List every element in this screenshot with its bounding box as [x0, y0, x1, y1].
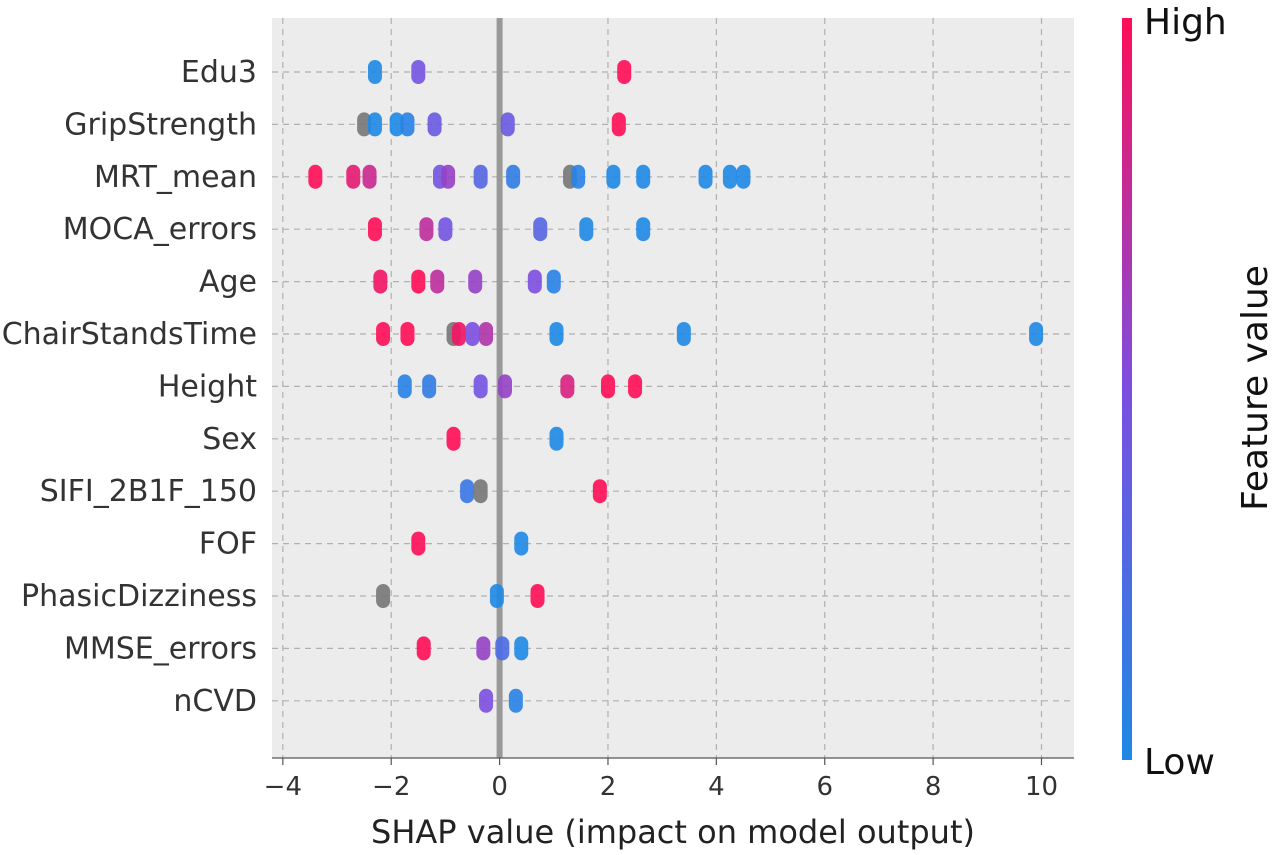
colorbar-high-label: High — [1144, 2, 1227, 43]
shap-point — [441, 164, 456, 189]
shap-point — [346, 164, 361, 189]
shap-point — [600, 374, 615, 399]
shap-point — [533, 217, 548, 242]
colorbar — [1122, 18, 1132, 760]
shap-point — [611, 112, 626, 137]
x-tick-label: 0 — [491, 772, 508, 802]
shap-point — [698, 164, 713, 189]
shap-point — [489, 584, 504, 608]
shap-point — [508, 688, 523, 713]
shap-point — [367, 60, 382, 84]
shap-point — [357, 112, 372, 137]
shap-point — [473, 479, 488, 504]
feature-label: MOCA_errors — [63, 212, 257, 247]
shap-point — [416, 636, 431, 661]
shap-point — [560, 374, 575, 399]
shap-point — [500, 112, 515, 137]
shap-point — [498, 374, 513, 399]
x-tick-label: −4 — [264, 772, 302, 802]
shap-point — [676, 322, 691, 346]
shap-point — [473, 164, 488, 189]
shap-point — [400, 322, 415, 346]
shap-point — [411, 269, 426, 294]
colorbar-low-label: Low — [1144, 742, 1215, 783]
shap-point — [617, 60, 632, 84]
shap-point — [549, 322, 564, 346]
shap-point — [592, 479, 607, 504]
shap-point — [411, 531, 426, 556]
shap-point — [549, 426, 564, 451]
shap-point — [430, 269, 445, 294]
x-axis-label: SHAP value (impact on model output) — [371, 813, 975, 851]
x-tick-label: 6 — [816, 772, 833, 802]
shap-points — [308, 60, 1044, 713]
shap-point — [722, 164, 737, 189]
x-tick-label: −2 — [372, 772, 410, 802]
shap-point — [373, 269, 388, 294]
feature-label: Sex — [202, 422, 257, 457]
feature-label: MMSE_errors — [64, 631, 257, 666]
shap-point — [473, 374, 488, 399]
shap-point — [606, 164, 621, 189]
feature-label: ChairStandsTime — [2, 317, 257, 352]
shap-point — [367, 217, 382, 242]
x-tick-label: 10 — [1025, 772, 1058, 802]
shap-point — [628, 374, 643, 399]
feature-label: Edu3 — [181, 55, 257, 90]
x-tick-label: 8 — [925, 772, 942, 802]
shap-point — [427, 112, 442, 137]
shap-point — [476, 636, 491, 661]
feature-label: GripStrength — [64, 107, 257, 142]
shap-point — [411, 60, 426, 84]
feature-label: Age — [199, 265, 257, 300]
shap-point — [530, 584, 545, 608]
shap-point — [495, 636, 510, 661]
shap-point — [376, 584, 391, 608]
shap-point — [367, 112, 382, 137]
shap-point — [400, 112, 415, 137]
shap-point — [465, 322, 480, 346]
colorbar-title: Feature value — [1235, 265, 1276, 511]
shap-point — [636, 164, 651, 189]
shap-point — [506, 164, 521, 189]
shap-point — [362, 164, 377, 189]
shap-point — [636, 217, 651, 242]
shap-point — [446, 426, 461, 451]
feature-label: FOF — [199, 527, 257, 562]
shap-point — [546, 269, 561, 294]
shap-point — [308, 164, 323, 189]
shap-point — [460, 479, 475, 504]
shap-point — [451, 322, 466, 346]
shap-point — [514, 636, 529, 661]
shap-point — [419, 217, 434, 242]
shap-point — [736, 164, 751, 189]
x-axis-ticks: −4 −2 0 2 4 6 8 10 — [264, 758, 1058, 802]
shap-point — [579, 217, 594, 242]
shap-point — [376, 322, 391, 346]
shap-point — [438, 217, 453, 242]
feature-label: SIFI_2B1F_150 — [40, 474, 257, 509]
feature-label: nCVD — [173, 684, 257, 719]
shap-point — [479, 688, 494, 713]
shap-point — [1029, 322, 1044, 346]
feature-labels: Edu3 GripStrength MRT_mean MOCA_errors Age Ch… — [2, 55, 258, 719]
shap-point — [389, 112, 404, 137]
feature-label: Height — [158, 369, 257, 404]
shap-point — [514, 531, 529, 556]
feature-label: PhasicDizziness — [21, 579, 257, 614]
shap-point — [468, 269, 483, 294]
shap-point — [571, 164, 586, 189]
shap-point — [527, 269, 542, 294]
feature-label: MRT_mean — [94, 160, 257, 195]
shap-point — [422, 374, 437, 399]
shap-point — [479, 322, 494, 346]
shap-point — [397, 374, 412, 399]
x-tick-label: 4 — [708, 772, 725, 802]
x-tick-label: 2 — [600, 772, 617, 802]
